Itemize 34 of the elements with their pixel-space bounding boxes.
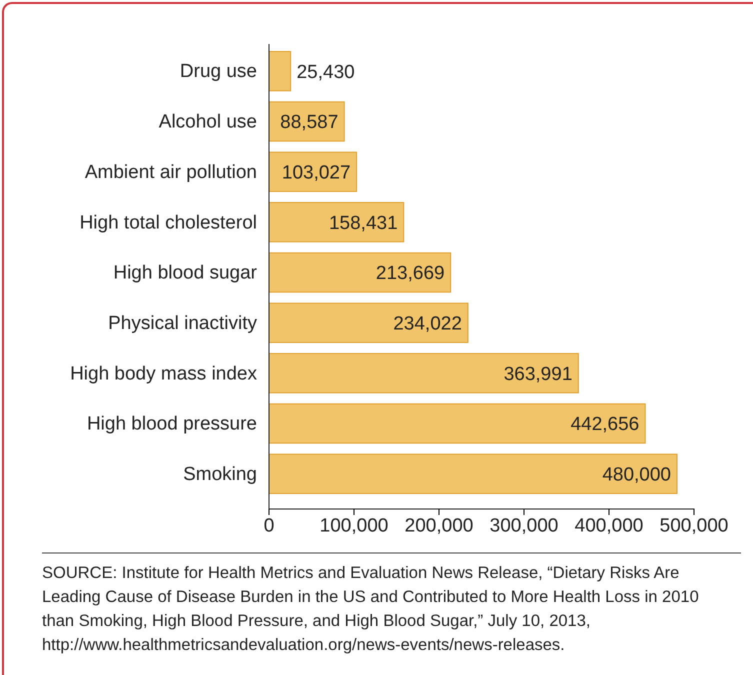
y-tick-label: High blood sugar (113, 262, 258, 284)
data-label: 213,669 (376, 263, 445, 284)
data-label: 103,027 (282, 162, 351, 184)
y-tick-label: High body mass index (70, 363, 258, 384)
data-label: 480,000 (602, 464, 671, 486)
bar (268, 454, 678, 494)
bar (268, 101, 345, 142)
data-label: 234,022 (393, 313, 462, 334)
y-tick-label: High blood pressure (86, 414, 257, 435)
data-label: 158,431 (328, 212, 398, 234)
x-tick-label: 400,000 (574, 515, 644, 536)
y-tick-label: Alcohol use (158, 112, 257, 133)
bar (268, 353, 579, 394)
data-label: 442,656 (570, 414, 640, 436)
data-label: 25,430 (296, 62, 355, 83)
bar (268, 202, 404, 242)
x-tick-label: 300,000 (490, 515, 558, 536)
x-tick-label: 100,000 (320, 515, 388, 536)
data-label: 363,991 (504, 364, 572, 385)
x-tick-label: 0 (264, 515, 274, 536)
y-tick-label: Drug use (180, 61, 257, 82)
y-tick-label: Physical inactivity (108, 312, 258, 334)
x-tick-label: 500,000 (660, 515, 728, 536)
bar (268, 152, 358, 192)
bar (268, 252, 452, 293)
y-tick-label: Ambient air pollution (84, 162, 257, 183)
y-tick-label: Smoking (183, 464, 257, 485)
x-tick-label: 200,000 (404, 515, 474, 536)
data-label: 88,587 (280, 112, 338, 134)
bar (268, 302, 468, 343)
bar (268, 51, 292, 92)
y-tick-label: High total cholesterol (80, 212, 257, 234)
bar (268, 403, 646, 444)
source-note: SOURCE: Institute for Health Metrics and Evaluation News Release, “Dietary Risks Are Leading Cause of Disease Burden in the US and Contributed to More Health Loss in 2010 than Smoking, High Blood Pressure, and High Blood Sugar,” July 10, 2013, http://www.healthmetricsandevaluation.org/news-events/news-releases. (42, 564, 699, 654)
